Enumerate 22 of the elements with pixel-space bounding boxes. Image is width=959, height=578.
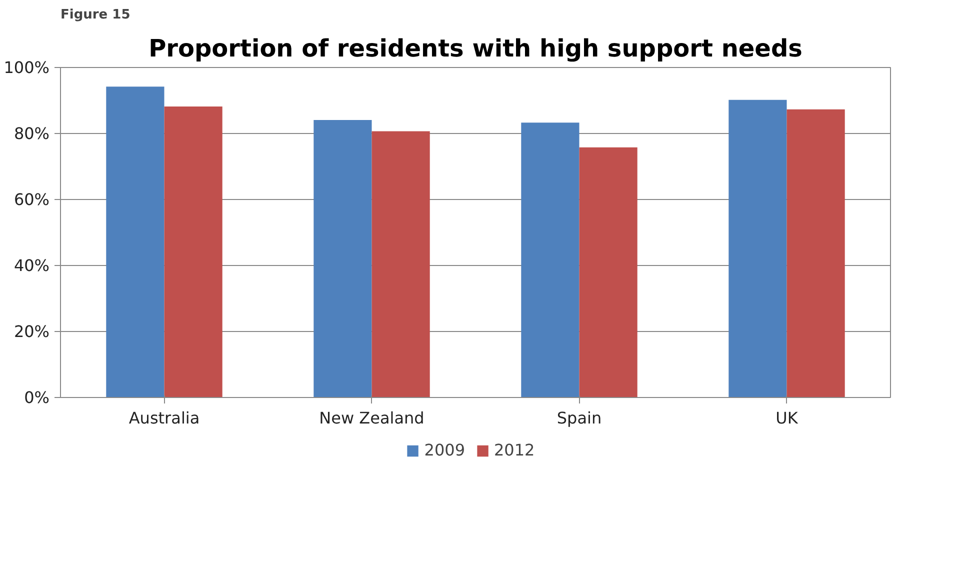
bar — [314, 120, 372, 398]
x-tick-label: Spain — [556, 408, 602, 428]
y-tick-label: 80% — [14, 124, 50, 143]
x-tick-label: New Zealand — [319, 408, 424, 428]
legend-label: 2009 — [424, 440, 465, 460]
x-tick-label: Australia — [128, 408, 200, 428]
y-tick-label: 60% — [14, 190, 50, 209]
bar — [164, 106, 222, 398]
bar — [106, 86, 164, 398]
chart-title: Proportion of residents with high support needs — [148, 34, 802, 62]
x-tick-label: UK — [776, 408, 798, 428]
bar — [728, 100, 787, 398]
y-tick-label: 40% — [14, 256, 50, 275]
legend-label: 2012 — [494, 440, 535, 460]
y-tick-label: 0% — [24, 388, 50, 407]
y-tick-label: 100% — [4, 58, 50, 77]
bar — [372, 131, 430, 398]
caption: Figure 15 — [60, 8, 130, 22]
bar — [521, 122, 580, 398]
y-tick-label: 20% — [14, 322, 50, 341]
bar — [579, 147, 638, 398]
bar — [786, 109, 845, 398]
